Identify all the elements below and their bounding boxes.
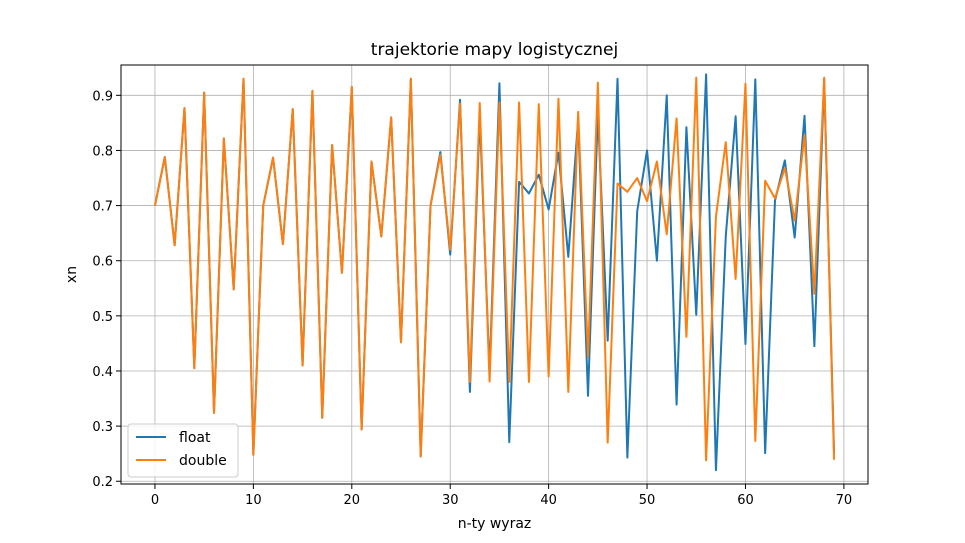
y-tick-label: 0.2 [92,475,113,490]
series-line-float [153,73,836,472]
y-tick-label: 0.7 [92,200,113,215]
x-tick-label: 50 [639,493,656,508]
y-axis-ticks: 0.2 0.3 0.4 0.5 0.6 0.7 0.8 0.9 [92,89,121,490]
y-tick-label: 0.3 [92,420,113,435]
chart-title: trajektorie mapy logistycznej [371,40,618,60]
x-tick-label: 60 [737,493,754,508]
legend-label-double: double [179,453,227,469]
x-tick-label: 70 [836,493,853,508]
x-tick-label: 0 [151,493,159,508]
x-axis-label: n-ty wyraz [458,516,532,532]
y-tick-label: 0.9 [92,89,113,104]
x-tick-label: 20 [344,493,361,508]
series-line-double [153,76,836,462]
y-tick-label: 0.5 [92,310,113,325]
x-axis-ticks: 0 10 20 30 40 50 60 70 [151,484,852,508]
legend-label-float: float [179,430,211,446]
y-tick-label: 0.4 [92,365,113,380]
y-axis-label: xn [64,266,80,283]
y-tick-label: 0.6 [92,255,113,270]
x-tick-label: 10 [245,493,262,508]
x-tick-label: 40 [540,493,557,508]
series-lines [153,73,836,472]
x-tick-label: 30 [442,493,459,508]
y-tick-label: 0.8 [92,144,113,159]
plot-frame [120,64,869,485]
legend: float double [127,423,239,478]
